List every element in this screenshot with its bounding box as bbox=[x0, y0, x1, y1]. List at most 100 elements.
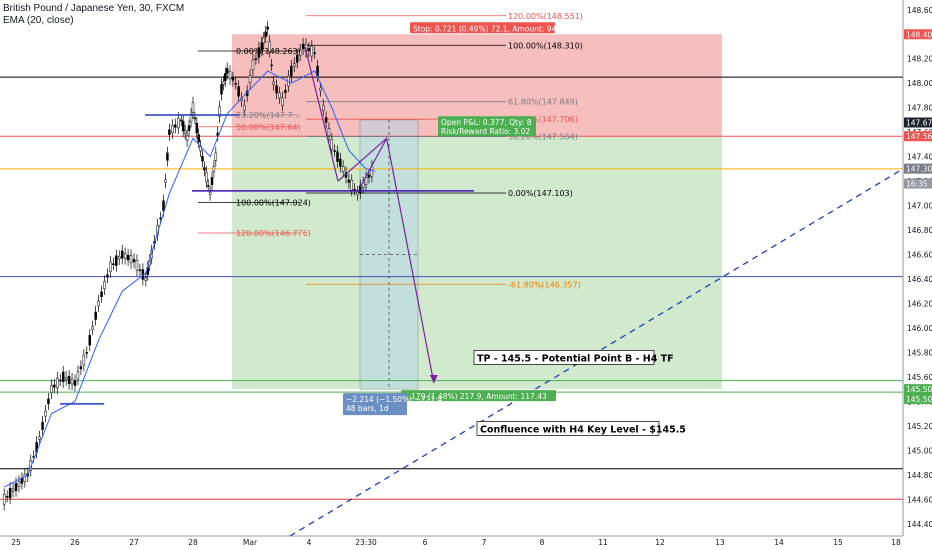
candle-body bbox=[214, 152, 218, 161]
fib-label: 100.00%(147.024) bbox=[236, 199, 311, 208]
candle-body bbox=[76, 371, 80, 380]
fib-label: 50.00%(147.706) bbox=[508, 115, 578, 124]
y-tick-label: 148.000 bbox=[907, 79, 932, 88]
candle-body bbox=[2, 494, 6, 505]
candle-body bbox=[248, 75, 252, 84]
candle-body bbox=[20, 478, 24, 484]
candle-body bbox=[251, 59, 255, 71]
annotation-confluence: Confluence with H4 Key Level - $145.5 bbox=[480, 424, 686, 435]
y-tick-label: 148.600 bbox=[907, 6, 932, 15]
candle-body bbox=[222, 81, 225, 85]
y-tick-label: 147.800 bbox=[907, 104, 932, 113]
x-tick-label: 13 bbox=[715, 538, 725, 547]
candle-body bbox=[11, 488, 15, 492]
fib-label: 100.00%(148.310) bbox=[508, 41, 583, 50]
fib-label: 0.00%(147.103) bbox=[508, 189, 573, 198]
candle-body bbox=[91, 326, 94, 330]
candle-body bbox=[270, 64, 273, 67]
candle-body bbox=[212, 166, 216, 172]
candle-body bbox=[14, 483, 18, 491]
x-tick-label: 8 bbox=[540, 538, 545, 547]
candle-body bbox=[126, 254, 130, 261]
candle-body bbox=[272, 81, 275, 85]
candle-body bbox=[333, 150, 336, 152]
candle-body bbox=[112, 263, 115, 265]
price-mark-label: 147.302 bbox=[906, 165, 932, 174]
candle-body bbox=[257, 47, 261, 58]
candle-body bbox=[179, 119, 183, 122]
candle-body bbox=[293, 63, 296, 67]
candle-body bbox=[356, 191, 359, 195]
candle-body bbox=[330, 139, 334, 150]
price-axis-bg bbox=[903, 0, 932, 550]
candle-body bbox=[347, 179, 351, 183]
candle-body bbox=[298, 49, 302, 56]
candle-body bbox=[206, 184, 210, 187]
annotation-tp: TP - 145.5 - Potential Point B - H4 TF bbox=[477, 353, 674, 364]
candle-body bbox=[44, 410, 47, 417]
y-tick-label: 148.200 bbox=[907, 55, 932, 64]
candle-body bbox=[159, 217, 162, 220]
y-tick-label: 144.800 bbox=[907, 471, 932, 480]
candle-body bbox=[262, 37, 266, 44]
candle-body bbox=[97, 300, 100, 307]
x-tick-label: 4 bbox=[307, 538, 312, 547]
y-tick-label: 145.600 bbox=[907, 373, 932, 382]
candle-body bbox=[177, 117, 180, 129]
candle-body bbox=[225, 68, 229, 74]
price-mark-label: 145.500 bbox=[906, 395, 932, 404]
candle-body bbox=[278, 92, 281, 99]
candle-body bbox=[144, 277, 148, 281]
candle-body bbox=[231, 77, 235, 81]
stop-label-text: Stop: 0.721 (0.49%) 72.1, Amount: 94.23 bbox=[413, 24, 568, 33]
candle-body bbox=[67, 376, 71, 384]
y-tick-label: 147.400 bbox=[907, 153, 932, 162]
candle-body bbox=[322, 104, 325, 111]
y-tick-label: 147.000 bbox=[907, 202, 932, 211]
candle-body bbox=[336, 151, 339, 162]
price-mark-bg bbox=[904, 384, 932, 395]
candle-body bbox=[120, 250, 124, 259]
price-mark-label: 148.400 bbox=[906, 30, 932, 39]
price-mark-bg bbox=[904, 131, 932, 142]
candle-body bbox=[197, 134, 200, 143]
candle-body bbox=[94, 311, 97, 320]
y-tick-label: 146.200 bbox=[907, 299, 932, 308]
candle-body bbox=[162, 200, 165, 211]
candle-body bbox=[123, 253, 127, 259]
projection-arrow bbox=[429, 375, 438, 384]
annotation-box-2 bbox=[476, 421, 660, 436]
fib-label: 120.00%(146.776) bbox=[236, 229, 311, 238]
candle-body bbox=[195, 122, 199, 134]
fib-label: 50.00%(147.64) bbox=[236, 123, 301, 132]
pnl-label-text: Open P&L: 0.377, Qty: 8 bbox=[441, 118, 532, 127]
price-mark-bg bbox=[904, 29, 932, 40]
candle-body bbox=[327, 128, 331, 137]
x-tick-label: 11 bbox=[598, 538, 608, 547]
candle-body bbox=[350, 180, 353, 191]
candle-body bbox=[171, 125, 174, 134]
candle-body bbox=[228, 71, 232, 79]
y-tick-label: 145.800 bbox=[907, 348, 932, 357]
candle-body bbox=[201, 155, 204, 162]
candle-body bbox=[243, 104, 246, 111]
candle-body bbox=[260, 42, 264, 51]
candle-body bbox=[59, 379, 62, 382]
x-tick-label: 15 bbox=[833, 538, 843, 547]
candle-body bbox=[208, 191, 212, 195]
fib-label: -61.80%(146.357) bbox=[508, 280, 581, 289]
candle-body bbox=[106, 274, 109, 278]
measure-label-bg bbox=[343, 393, 407, 416]
candle-body bbox=[132, 259, 136, 263]
candle-body bbox=[168, 129, 171, 135]
candle-body bbox=[205, 171, 208, 183]
x-tick-label: 28 bbox=[188, 538, 198, 547]
indicator-label: EMA (20, close) bbox=[3, 15, 74, 26]
candle-body bbox=[275, 85, 278, 94]
candle-body bbox=[50, 385, 53, 394]
candle-body bbox=[339, 158, 342, 167]
candle-body bbox=[181, 120, 185, 132]
price-mark-label: 147.679 bbox=[906, 118, 932, 127]
stop-label-bg bbox=[410, 22, 555, 34]
